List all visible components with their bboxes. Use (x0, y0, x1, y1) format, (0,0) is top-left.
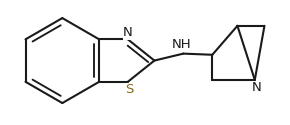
Text: S: S (125, 83, 133, 96)
Text: NH: NH (172, 38, 191, 51)
Text: N: N (123, 26, 133, 39)
Text: N: N (252, 82, 262, 94)
